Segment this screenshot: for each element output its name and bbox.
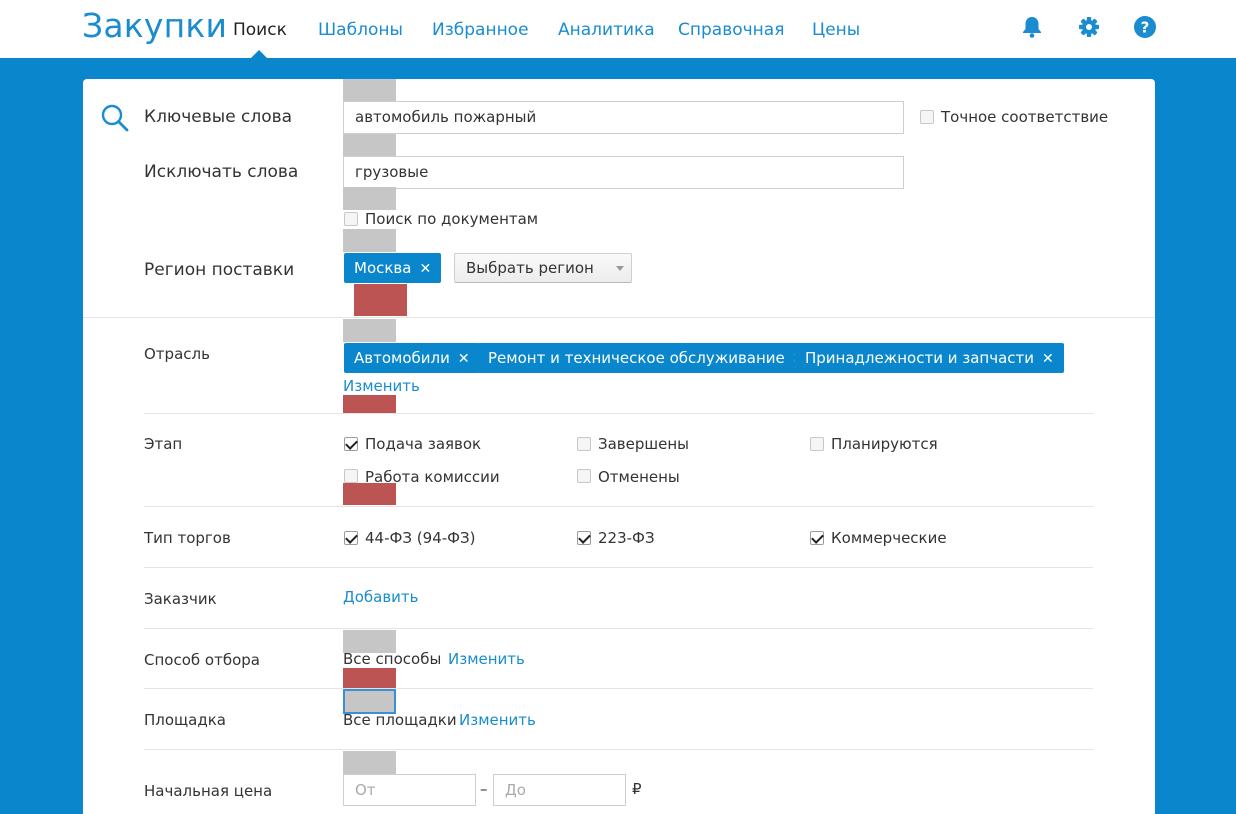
nav-item-favorites[interactable]: Избранное [432,20,529,40]
bell-icon[interactable] [1019,14,1045,40]
platform-value: Все площадки [343,711,457,729]
marker-block [343,187,396,210]
gear-icon[interactable] [1076,14,1102,40]
industry-tag-label: Принадлежности и запчасти [805,349,1035,367]
stage-checkbox[interactable] [810,437,824,451]
currency-sign: ₽ [632,780,642,798]
nav-item-prices[interactable]: Цены [812,20,861,40]
keywords-input[interactable]: автомобиль пожарный [343,101,904,134]
app-logo[interactable]: Закупки [82,6,228,45]
close-icon[interactable]: ✕ [457,351,470,367]
stage-checkbox[interactable] [344,437,358,451]
platform-change-link[interactable]: Изменить [459,711,536,729]
industry-tag[interactable]: Принадлежности и запчасти ✕ [795,343,1064,373]
marker-block [343,134,396,157]
keywords-label: Ключевые слова [144,107,293,127]
industry-tag[interactable]: Ремонт и техническое обслуживание✕ [478,343,815,373]
industry-label: Отрасль [144,345,210,363]
stage-option-label: Отменены [598,468,680,486]
stage-checkbox[interactable] [577,437,591,451]
trade-type-label: Тип торгов [144,529,231,547]
row-divider [144,688,1093,689]
exact-match-checkbox[interactable] [920,110,934,124]
region-select-label: Выбрать регион [466,259,594,277]
region-label: Регион поставки [144,260,295,280]
stage-option-label: Планируются [831,435,938,453]
close-icon[interactable]: ✕ [1042,351,1054,367]
trade-type-option-label: 44-ФЗ (94-ФЗ) [365,529,476,547]
nav-item-reference[interactable]: Справочная [678,20,785,40]
industry-tag-label: Автомобили [354,349,450,367]
customer-add-link[interactable]: Добавить [343,588,419,606]
exact-match-label: Точное соответствие [941,108,1109,126]
region-select[interactable]: Выбрать регион [454,253,632,283]
customer-label: Заказчик [144,590,217,608]
doc-search-checkbox[interactable] [344,212,358,226]
active-tab-indicator [251,50,267,58]
marker-block [354,284,407,316]
stage-label: Этап [144,435,183,453]
platform-label: Площадка [144,711,226,729]
stage-option-label: Подача заявок [365,435,482,453]
marker-block [343,668,396,689]
marker-block [343,395,396,414]
row-divider [144,567,1093,568]
price-label: Начальная цена [144,782,273,800]
help-icon[interactable]: ? [1132,14,1158,40]
stage-option-label: Работа комиссии [365,468,500,486]
marker-block [343,79,396,102]
row-divider [144,413,1093,414]
search-form-card: Ключевые слова автомобиль пожарный Точно… [83,79,1155,814]
nav-item-analytics[interactable]: Аналитика [558,20,655,40]
trade-type-checkbox[interactable] [810,531,824,545]
marker-block [343,630,396,653]
row-divider [144,749,1093,750]
industry-tag-label: Ремонт и техническое обслуживание [488,349,785,367]
industry-change-link[interactable]: Изменить [343,377,420,395]
stage-option-label: Завершены [598,435,690,453]
trade-type-option-label: Коммерческие [831,529,947,547]
marker-block [343,319,396,342]
marker-block [343,483,396,505]
marker-block [343,229,396,252]
section-divider [83,317,1155,318]
selection-change-link[interactable]: Изменить [448,650,525,668]
selection-label: Способ отбора [144,651,260,669]
price-to-input[interactable]: До [493,774,626,806]
doc-search-label: Поиск по документам [365,210,539,228]
row-divider [144,628,1093,629]
svg-text:?: ? [1141,19,1150,37]
marker-block [343,689,396,714]
nav-item-templates[interactable]: Шаблоны [318,20,403,40]
trade-type-option-label: 223-ФЗ [598,529,655,547]
price-from-input[interactable]: От [343,774,476,806]
price-range-dash: – [480,780,488,798]
exclude-input[interactable]: грузовые [343,156,904,189]
trade-type-checkbox[interactable] [344,531,358,545]
trade-type-checkbox[interactable] [577,531,591,545]
close-icon[interactable]: ✕ [419,261,432,277]
exclude-label: Исключать слова [144,162,299,182]
industry-tag[interactable]: Автомобили ✕ [344,343,480,373]
search-icon [100,103,130,137]
nav-item-search[interactable]: Поиск [233,20,287,40]
top-bar: Закупки Поиск Шаблоны Избранное Аналитик… [0,0,1236,58]
marker-block [343,751,396,774]
stage-checkbox[interactable] [344,469,358,483]
chevron-down-icon [616,266,624,271]
region-tag[interactable]: Москва ✕ [344,253,442,283]
region-tag-label: Москва [354,259,412,277]
stage-checkbox[interactable] [577,469,591,483]
row-divider [144,506,1093,507]
selection-value: Все способы [343,650,442,668]
